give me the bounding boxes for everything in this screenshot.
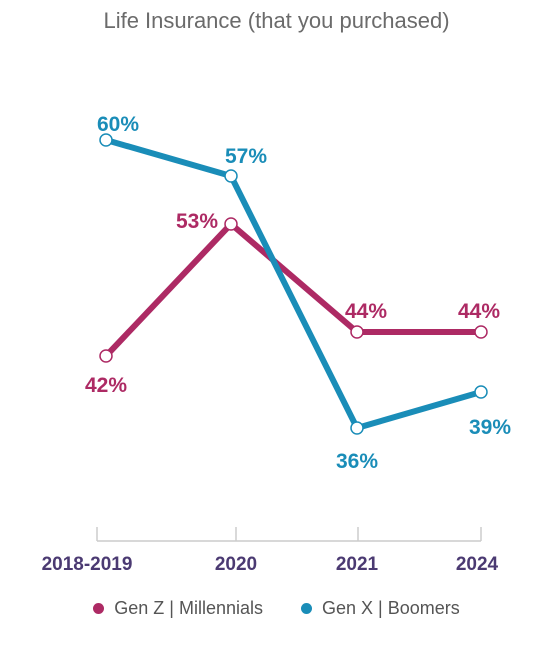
data-point <box>99 349 113 363</box>
x-tick-label: 2024 <box>456 554 499 575</box>
legend-item-gen-z-millennials[interactable]: Gen Z | Millennials <box>93 598 263 619</box>
legend-marker-gen-x-boomers <box>301 603 312 614</box>
data-point <box>474 385 488 399</box>
data-point <box>474 325 488 339</box>
data-label: 44% <box>345 300 387 323</box>
legend-item-gen-x-boomers[interactable]: Gen X | Boomers <box>301 598 460 619</box>
data-point <box>350 421 364 435</box>
series-line <box>103 221 484 359</box>
x-tick-label: 2021 <box>336 554 379 575</box>
data-label: 36% <box>336 450 378 473</box>
legend-label-gen-z-millennials: Gen Z | Millennials <box>114 598 263 618</box>
data-label: 57% <box>225 145 267 168</box>
x-tick-label: 2020 <box>215 554 257 575</box>
legend-label-gen-x-boomers: Gen X | Boomers <box>322 598 460 618</box>
chart-title: Life Insurance (that you purchased) <box>103 8 450 33</box>
series-line <box>103 137 484 431</box>
legend-marker-gen-z-millennials <box>93 603 105 614</box>
data-label: 44% <box>458 300 500 323</box>
data-point <box>99 133 113 147</box>
data-point <box>350 325 364 339</box>
legend: Gen Z | Millennials Gen X | Boomers <box>0 598 553 619</box>
data-label: 42% <box>85 374 127 397</box>
x-tick-label: 2018-2019 <box>42 554 133 575</box>
data-point <box>224 169 238 183</box>
data-point <box>224 217 238 231</box>
data-label: 60% <box>97 113 139 136</box>
data-label: 53% <box>176 210 218 233</box>
data-label: 39% <box>469 416 511 439</box>
